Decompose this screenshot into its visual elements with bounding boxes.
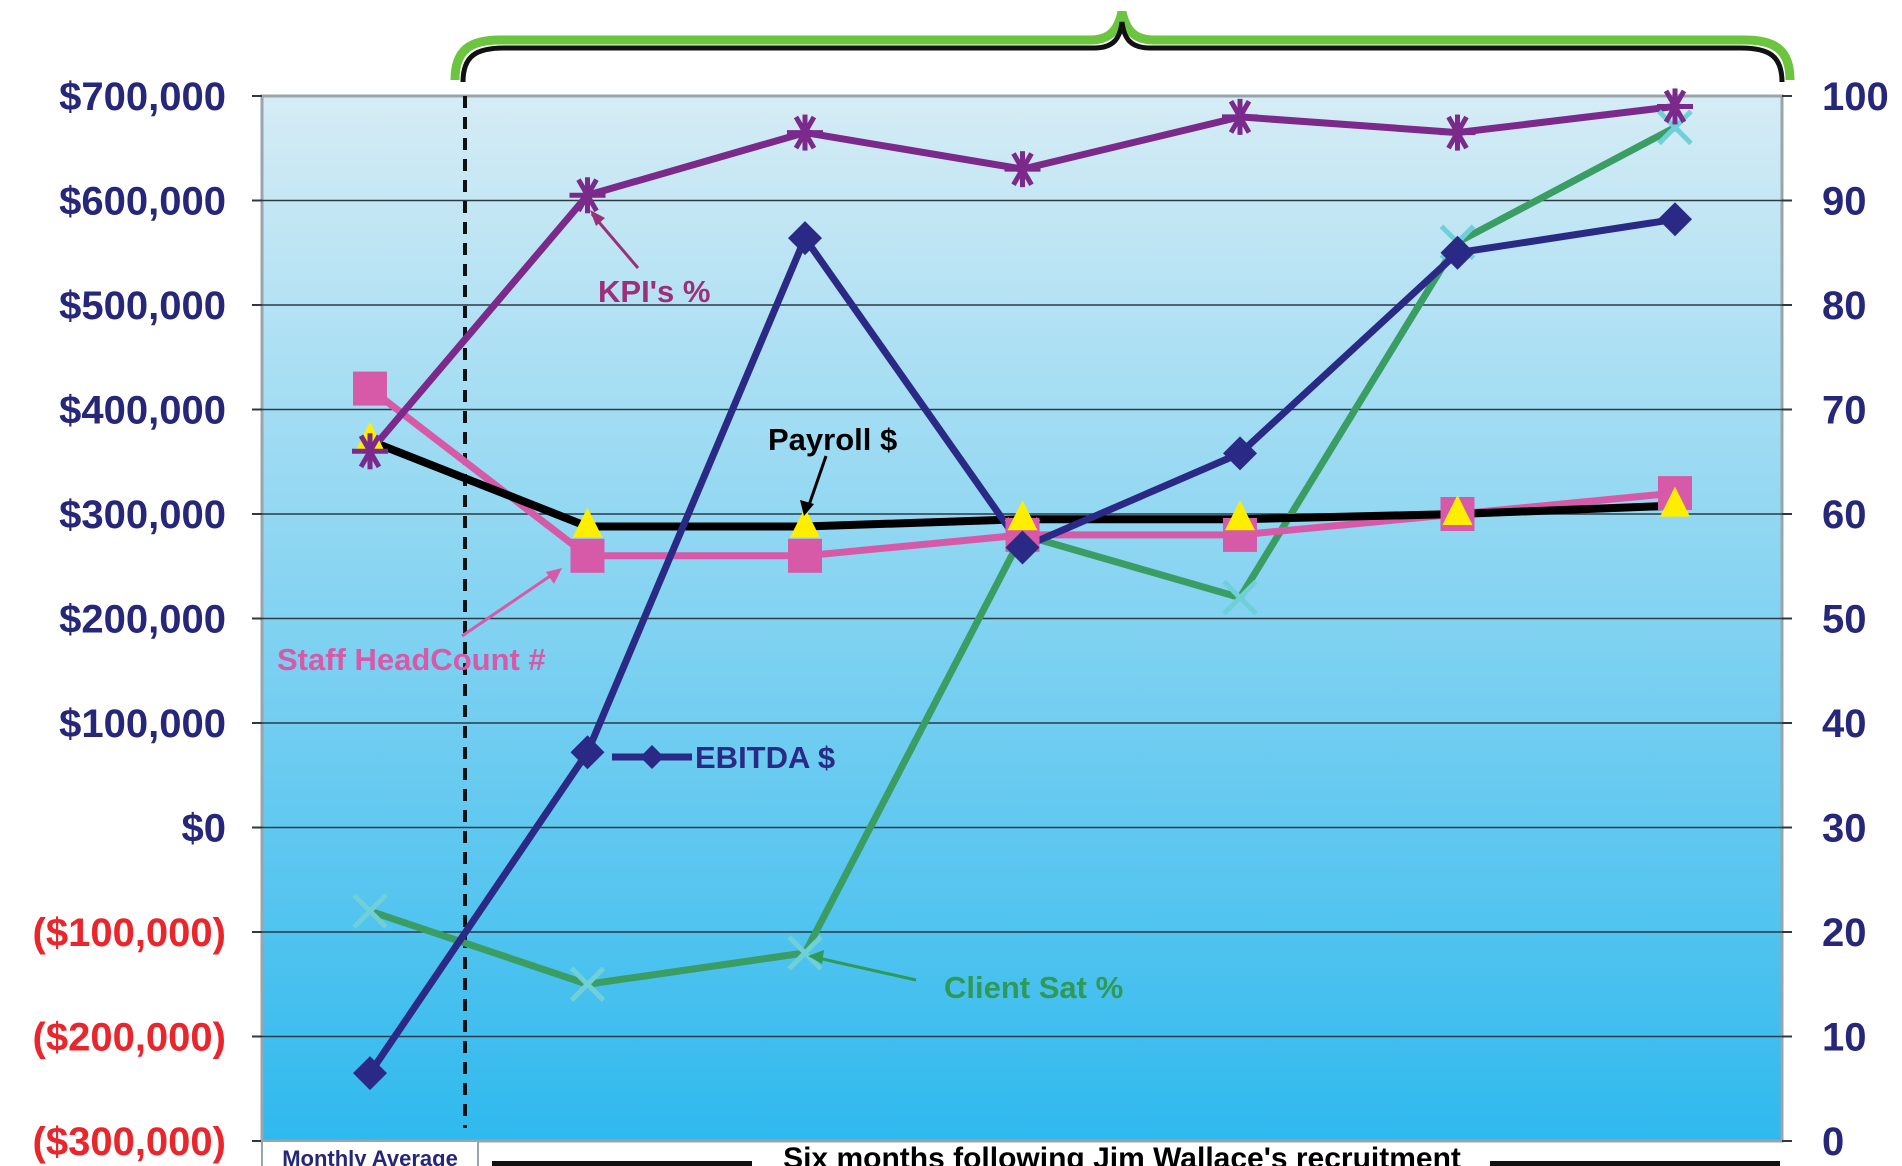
kpi-arrowhead: [590, 210, 605, 226]
right-tick-label: 30: [1822, 807, 1867, 851]
point-kpi-s: [1004, 151, 1041, 188]
point-payroll: [572, 507, 603, 538]
point-payroll: [1007, 500, 1038, 531]
kpi-arrow: [590, 213, 640, 269]
point-payroll: [1225, 500, 1255, 531]
left-tick-label: $200,000: [59, 598, 226, 642]
staff-arrow: [461, 570, 557, 638]
left-tick-label: $700,000: [59, 75, 226, 119]
left-tick-label: $0: [182, 807, 227, 851]
point-kpi-s: [352, 433, 388, 470]
point-staff-headcount: [353, 371, 387, 406]
clientsat-arrow: [817, 956, 917, 982]
point-ebitda: [353, 1056, 387, 1091]
point-kpi-s: [569, 177, 606, 214]
footer-right-label: Six months following Jim Wallace's recru…: [783, 1142, 1461, 1166]
point-client-sat: [1657, 109, 1693, 146]
gridlines: [252, 95, 1792, 1142]
point-client-sat: [569, 966, 606, 1003]
point-client-sat: [787, 935, 823, 971]
point-ebitda: [788, 221, 822, 256]
staff-arrowhead: [546, 568, 562, 584]
left-tick-label: ($300,000): [33, 1120, 226, 1164]
point-payroll: [790, 507, 820, 538]
point-kpi-s: [1439, 114, 1476, 151]
left-tick-label: $300,000: [59, 493, 226, 537]
annotation-payroll: Payroll $: [768, 422, 897, 457]
left-tick-label: $100,000: [59, 702, 226, 746]
clientsat-arrowhead: [808, 950, 824, 964]
left-tick-label: $600,000: [59, 180, 226, 224]
point-client-sat: [1222, 579, 1258, 616]
series-markers: [352, 88, 1693, 1091]
point-kpi-s: [1657, 88, 1693, 125]
right-tick-label: 100: [1822, 75, 1889, 119]
point-kpi-s: [1222, 98, 1258, 135]
point-payroll: [1660, 486, 1690, 517]
point-kpi-s: [787, 114, 823, 151]
right-tick-label: 50: [1822, 598, 1867, 642]
right-tick-label: 0: [1822, 1120, 1844, 1164]
annotation-client-sat: Client Sat %: [944, 970, 1123, 1005]
left-tick-label: ($100,000): [33, 911, 226, 955]
footer-left-box: [261, 1140, 479, 1166]
brace-dark: [460, 21, 1785, 83]
ebitda-legend-diamond: [640, 745, 664, 769]
annotation-staff: Staff HeadCount #: [277, 642, 546, 677]
right-tick-label: 90: [1822, 180, 1867, 224]
payroll-arrowhead: [800, 500, 814, 516]
right-tick-label: 60: [1822, 493, 1867, 537]
payroll-arrow: [806, 455, 828, 509]
annotation-ebitda: EBITDA $: [695, 740, 835, 775]
annotation-kpi: KPI's %: [598, 274, 710, 309]
right-tick-label: 10: [1822, 1016, 1867, 1060]
annotations: KPI's % Payroll $ Staff HeadCount # EBIT…: [277, 210, 1123, 1005]
right-tick-label: 80: [1822, 284, 1867, 328]
point-ebitda: [1223, 436, 1257, 471]
point-staff-headcount: [788, 538, 822, 573]
point-payroll: [1442, 495, 1473, 525]
right-tick-label: 40: [1822, 702, 1867, 746]
footer: Monthly Average Six months following Jim…: [261, 1140, 1780, 1166]
point-ebitda: [570, 735, 605, 770]
point-ebitda: [1005, 530, 1040, 565]
point-client-sat: [352, 893, 388, 929]
left-axis-ticks: $700,000 $600,000 $500,000 $400,000 $300,000…: [33, 75, 226, 1164]
right-tick-label: 70: [1822, 389, 1867, 433]
right-tick-label: 20: [1822, 911, 1867, 955]
footer-left-label: Monthly Average: [282, 1146, 458, 1166]
point-ebitda: [1440, 235, 1475, 270]
left-tick-label: ($200,000): [33, 1016, 226, 1060]
point-staff-headcount: [570, 538, 605, 573]
point-ebitda: [1658, 202, 1692, 237]
left-tick-label: $500,000: [59, 284, 226, 328]
left-tick-label: $400,000: [59, 389, 226, 433]
brace-green: [450, 10, 1795, 81]
